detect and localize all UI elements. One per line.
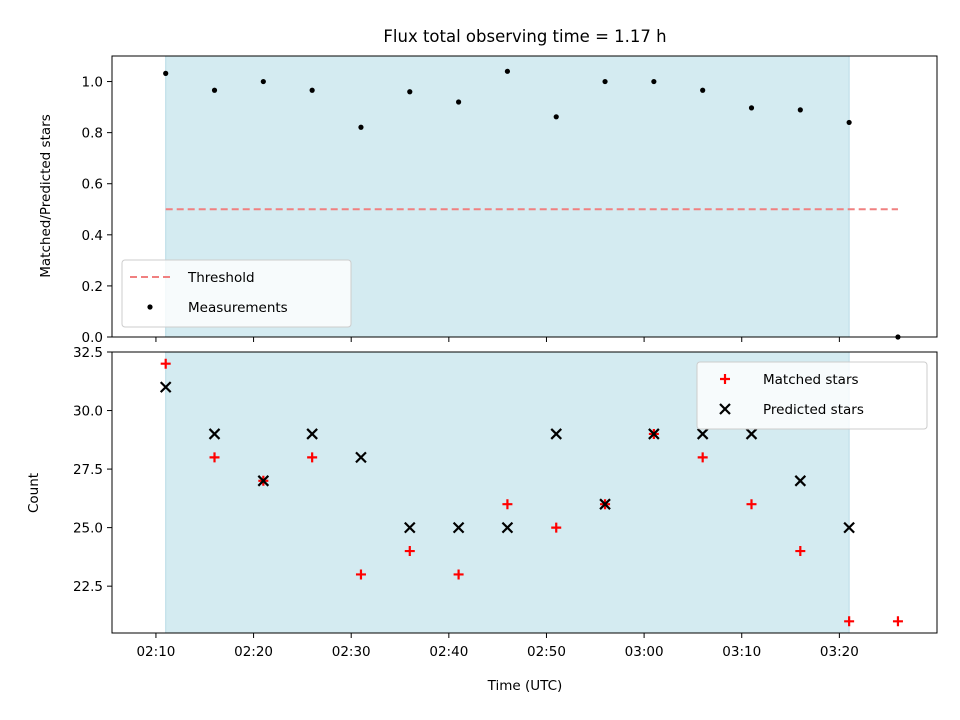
legend-box [121, 259, 352, 328]
matched-star-point [795, 546, 806, 557]
bottom-axes-frame [111, 351, 938, 634]
top-y-tick-label: 0.0 [82, 330, 103, 346]
legend-entry-label: Predicted stars [763, 402, 864, 418]
legend-entry-label: Matched stars [763, 372, 859, 388]
bottom-y-tick-label: 32.5 [73, 345, 103, 361]
x-axis-label: Time (UTC) [487, 678, 563, 694]
legend-entry-label: Threshold [187, 270, 255, 286]
x-tick-label: 02:10 [136, 644, 175, 660]
legend-measurement-swatch [147, 304, 153, 310]
measurement-point [358, 124, 364, 130]
x-tick-label: 02:20 [234, 644, 273, 660]
top-y-tick-label: 0.2 [82, 279, 103, 295]
bottom-y-tick-label: 27.5 [73, 462, 103, 478]
chart-title: Flux total observing time = 1.17 h [383, 27, 666, 46]
top-y-axis-label: Matched/Predicted stars [38, 114, 54, 277]
measurement-point [211, 87, 218, 93]
x-tick-label: 02:40 [429, 644, 468, 660]
matched-star-point [453, 569, 464, 580]
measurement-point [407, 89, 413, 95]
predicted-star-point [501, 521, 514, 534]
measurement-point [455, 99, 462, 105]
x-tick-label: 02:30 [332, 644, 371, 660]
predicted-star-point [599, 498, 611, 510]
matched-star-point [697, 452, 708, 463]
predicted-star-point [843, 521, 855, 534]
top-panel: 0.0 0.2 0.4 0.6 0.8 1.0 Threshold Measurements [82, 55, 938, 346]
bottom-y-tick-label: 25.0 [73, 521, 103, 537]
matched-star-point [551, 522, 562, 533]
bottom-panel: 22.5 25.0 27.5 30.0 32.5 02:10 02:20 02:30 02:40… [73, 345, 938, 660]
x-tick-label: 02:50 [527, 644, 566, 660]
predicted-star-point [745, 428, 758, 440]
matched-star-point [355, 569, 366, 580]
predicted-star-point [404, 521, 416, 534]
matched-star-point [746, 499, 757, 510]
matched-star-point [844, 616, 855, 627]
matched-star-point [160, 358, 171, 369]
x-tick-label: 03:10 [722, 644, 761, 660]
predicted-star-point [306, 428, 318, 440]
matched-star-point [502, 499, 513, 510]
predicted-star-point [257, 475, 270, 487]
predicted-star-point [794, 475, 807, 487]
matched-star-point [404, 546, 415, 557]
matched-star-point [209, 452, 220, 463]
legend-box [696, 361, 928, 430]
measurement-point [553, 114, 559, 120]
x-tick-label: 03:00 [625, 644, 664, 660]
bottom-y-tick-label: 22.5 [73, 579, 103, 595]
matched-star-point [307, 452, 318, 463]
top-y-tick-label: 1.0 [82, 75, 103, 91]
predicted-star-point [452, 521, 465, 534]
predicted-star-point [648, 428, 660, 440]
measurement-point [846, 119, 852, 126]
matched-star-point [892, 616, 903, 627]
legend-predicted-swatch [719, 403, 731, 415]
predicted-star-point [355, 451, 367, 464]
measurement-point [797, 107, 803, 113]
predicted-star-point [208, 428, 221, 440]
predicted-star-point [550, 428, 563, 440]
x-tick-label: 03:20 [820, 644, 859, 660]
legend-entry-label: Measurements [188, 300, 288, 316]
top-axes-frame [111, 55, 938, 338]
bottom-y-axis-label: Count [26, 473, 42, 513]
measurement-point [651, 78, 657, 85]
top-y-tick-label: 0.8 [82, 126, 103, 142]
measurement-point [504, 68, 511, 74]
measurement-point [748, 105, 755, 111]
top-y-tick-label: 0.4 [82, 228, 103, 244]
bottom-y-tick-label: 30.0 [73, 404, 103, 420]
measurement-point [602, 78, 608, 85]
predicted-star-point [696, 428, 709, 440]
measurement-point [163, 70, 169, 76]
measurement-point [309, 87, 315, 93]
top-y-tick-label: 0.6 [82, 177, 103, 193]
predicted-star-point [159, 381, 172, 393]
legend-matched-swatch [720, 374, 730, 384]
measurement-point [700, 87, 706, 93]
measurement-point [260, 78, 266, 85]
